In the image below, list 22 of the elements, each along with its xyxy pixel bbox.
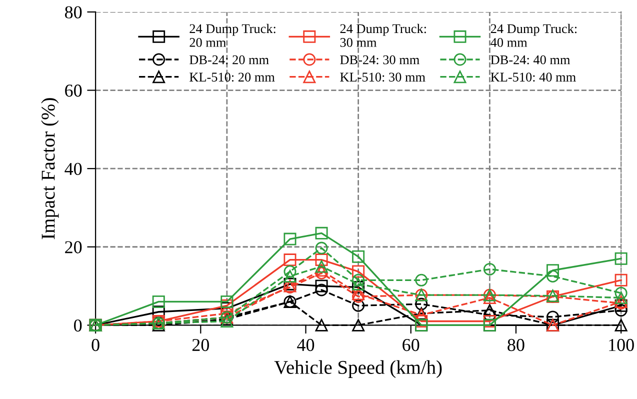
legend-label: KL-510: 30 mm — [340, 72, 426, 82]
y-tick-label: 20 — [65, 241, 82, 254]
x-tick-label: 0 — [92, 338, 100, 352]
legend-label: KL-510: 20 mm — [190, 72, 275, 82]
x-axis-title: Vehicle Speed (km/h) — [274, 360, 442, 378]
legend-label: 24 Dump Truck: 40 mm — [490, 24, 577, 47]
legend-label: DB-24: 40 mm — [490, 55, 570, 64]
y-tick-label: 60 — [65, 84, 82, 97]
legend-label: 24 Dump Truck: 30 mm — [340, 24, 426, 47]
legend-label: 24 Dump Truck: 20 mm — [190, 24, 276, 47]
legend-label: KL-510: 40 mm — [490, 72, 576, 82]
legend-label: DB-24: 20 mm — [190, 55, 269, 64]
x-tick-label: 80 — [508, 338, 524, 352]
x-tick-label: 20 — [192, 338, 209, 352]
y-tick-label: 0 — [74, 319, 82, 332]
legend-label: DB-24: 30 mm — [340, 55, 420, 64]
x-tick-label: 100 — [609, 338, 634, 352]
x-tick-label: 40 — [297, 338, 314, 352]
x-tick-label: 60 — [402, 338, 420, 352]
y-axis-title: Impact Factor (%) — [41, 98, 59, 240]
y-tick-label: 80 — [64, 6, 82, 18]
y-tick-label: 40 — [64, 162, 82, 176]
